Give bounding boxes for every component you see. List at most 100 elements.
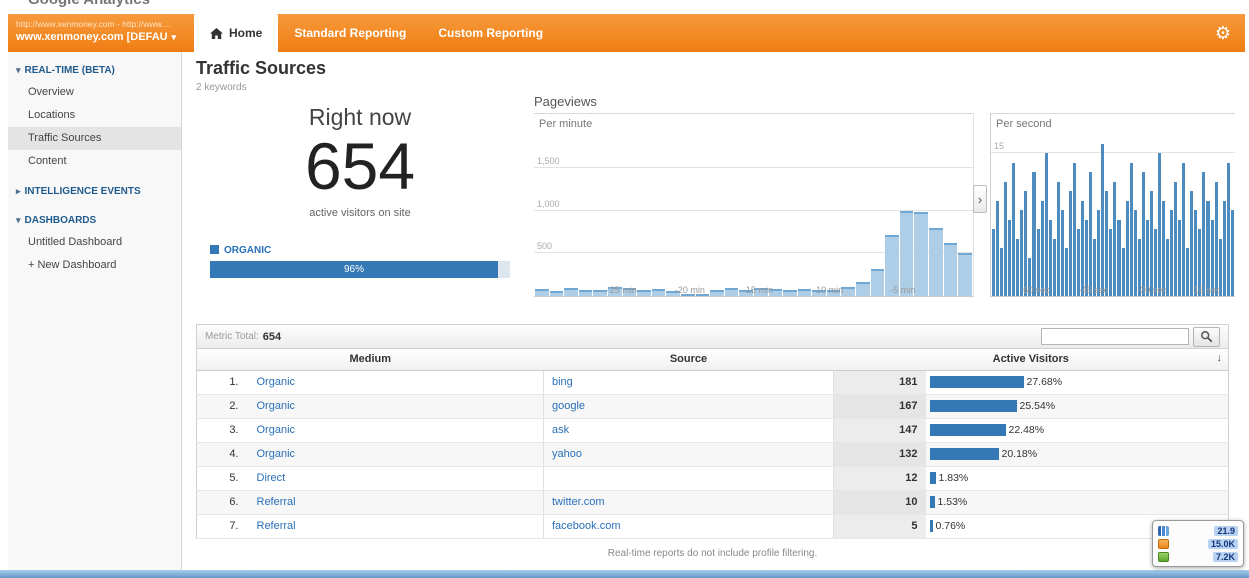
medium-link[interactable]: Organic bbox=[256, 448, 296, 460]
medium-link[interactable]: Referral bbox=[256, 496, 296, 508]
metric-total-label: Metric Total: bbox=[205, 331, 259, 342]
chart-bar bbox=[1166, 238, 1170, 296]
section-label: DASHBOARDS bbox=[24, 215, 97, 226]
metric-total-bar: Metric Total: 654 bbox=[196, 324, 1229, 349]
traffic-table: Metric Total: 654 Medium Source Active V… bbox=[196, 324, 1229, 563]
organic-bar-fill: 96% bbox=[210, 261, 498, 279]
magnifier-icon bbox=[1201, 331, 1213, 343]
chart-bar bbox=[1125, 200, 1129, 296]
row-rank: 5. bbox=[196, 466, 249, 491]
sort-descending-icon[interactable]: ↓ bbox=[1216, 352, 1223, 364]
chart-bar bbox=[1170, 210, 1174, 296]
chart-bar bbox=[996, 200, 1000, 296]
chart-bar bbox=[783, 290, 797, 296]
sidebar-section-intelligence-events[interactable]: ▸ INTELLIGENCE EVENTS bbox=[8, 173, 181, 202]
visitors-cell: 10 bbox=[833, 490, 926, 515]
organic-percent: 96% bbox=[343, 264, 364, 276]
search-button[interactable] bbox=[1193, 326, 1220, 347]
column-header-medium[interactable]: Medium bbox=[196, 349, 544, 371]
column-header-active-visitors[interactable]: Active Visitors ↓ bbox=[833, 349, 1229, 371]
visitors-cell: 132 bbox=[833, 442, 926, 467]
tab-custom-reporting[interactable]: Custom Reporting bbox=[422, 14, 559, 52]
table-row: 5. Direct 12 1.83% bbox=[196, 466, 1229, 491]
chart-bar bbox=[1081, 200, 1085, 296]
overlay-row: 15.0K bbox=[1158, 537, 1238, 550]
percent-label: 1.83% bbox=[938, 472, 969, 485]
x-axis-tick-label: -60 sec bbox=[1020, 285, 1050, 295]
sidebar-item-traffic-sources[interactable]: Traffic Sources bbox=[8, 127, 181, 150]
source-link[interactable]: facebook.com bbox=[552, 520, 621, 532]
sidebar-item-new-dashboard[interactable]: + New Dashboard bbox=[28, 259, 117, 271]
source-link[interactable]: bing bbox=[552, 376, 573, 388]
sidebar-section-dashboards[interactable]: ▾ DASHBOARDS bbox=[8, 202, 181, 231]
chart-bar bbox=[1153, 229, 1157, 296]
chart-bar bbox=[1145, 219, 1149, 296]
medium-link[interactable]: Direct bbox=[256, 472, 286, 484]
account-selector[interactable]: http://www.xenmoney.com - http://www....… bbox=[8, 14, 184, 52]
medium-link[interactable]: Organic bbox=[256, 424, 296, 436]
row-rank: 3. bbox=[196, 418, 249, 443]
triangle-down-icon: ▾ bbox=[16, 215, 21, 225]
percent-label: 25.54% bbox=[1019, 400, 1056, 413]
chart-bar bbox=[1190, 191, 1194, 296]
chart-bar bbox=[943, 243, 958, 296]
table-search-input[interactable] bbox=[1041, 328, 1189, 345]
source-link[interactable]: twitter.com bbox=[552, 496, 605, 508]
chart-bar bbox=[1000, 248, 1004, 296]
chart-bar bbox=[914, 212, 929, 296]
settings-gear-icon[interactable]: ⚙ bbox=[1214, 23, 1231, 43]
partial-logo: Google Analytics bbox=[28, 0, 150, 8]
chart-bar bbox=[1202, 172, 1206, 296]
sidebar-item-locations[interactable]: Locations bbox=[28, 109, 76, 121]
visitors-cell: 5 bbox=[833, 514, 926, 539]
organic-legend: ORGANIC bbox=[210, 245, 526, 256]
chart-bar bbox=[1178, 219, 1182, 296]
source-link[interactable]: yahoo bbox=[552, 448, 582, 460]
column-header-source[interactable]: Source bbox=[543, 349, 834, 371]
metric-total-value: 654 bbox=[262, 330, 282, 343]
taskbar-strip bbox=[0, 570, 1249, 578]
tab-home[interactable]: Home bbox=[194, 14, 279, 52]
x-axis-tick-label: -10 min bbox=[813, 285, 844, 295]
y-axis-tick-label: 1,000 bbox=[537, 198, 560, 209]
source-link[interactable]: ask bbox=[552, 424, 570, 436]
chart-bar bbox=[885, 234, 899, 296]
chart-bar bbox=[812, 289, 826, 296]
extension-overlay[interactable]: 21.9 15.0K 7.2K bbox=[1152, 520, 1244, 567]
triangle-right-icon: ▸ bbox=[16, 186, 21, 196]
source-cell bbox=[543, 466, 834, 491]
sidebar-item-untitled-dashboard[interactable]: Untitled Dashboard bbox=[28, 236, 123, 248]
pageviews-section: Pageviews Per minute 1,500 1,000 500 -25 mi… bbox=[534, 94, 1235, 297]
chart-bar bbox=[1085, 219, 1089, 296]
chevron-down-icon: ▾ bbox=[171, 31, 176, 42]
percent-label: 22.48% bbox=[1008, 424, 1045, 437]
medium-link[interactable]: Organic bbox=[256, 376, 296, 388]
y-axis-tick-label: 500 bbox=[537, 241, 553, 252]
row-rank: 6. bbox=[196, 490, 249, 515]
table-row: 3. Organic ask 147 22.48% bbox=[196, 418, 1229, 443]
chart-scroll-arrow[interactable]: › bbox=[973, 185, 987, 213]
chart-bar bbox=[637, 290, 651, 296]
medium-link[interactable]: Organic bbox=[256, 400, 296, 412]
chart-plot: 1,500 1,000 500 -25 min -20 min -15 min -10 mi… bbox=[534, 134, 973, 296]
chart-bar bbox=[1060, 210, 1064, 296]
sidebar-item-overview[interactable]: Overview bbox=[28, 86, 74, 98]
chart-bar bbox=[710, 289, 724, 296]
medium-link[interactable]: Referral bbox=[256, 520, 296, 532]
source-link[interactable]: google bbox=[552, 400, 586, 412]
chart-bar bbox=[1072, 162, 1076, 296]
medium-cell: Organic bbox=[248, 394, 544, 419]
percent-cell: 1.53% bbox=[925, 490, 1229, 515]
sidebar-section-real-time-beta[interactable]: ▾ REAL-TIME (BETA) bbox=[8, 52, 181, 81]
tab-standard-reporting[interactable]: Standard Reporting bbox=[278, 14, 422, 52]
extension-overlay-rows: 21.9 15.0K 7.2K bbox=[1158, 524, 1238, 563]
chart-bar bbox=[1016, 238, 1020, 296]
browser-top-strip: Google Analytics bbox=[0, 0, 1249, 14]
percent-cell: 25.54% bbox=[925, 394, 1229, 419]
chart-bar bbox=[1101, 143, 1105, 296]
chart-bar bbox=[1012, 162, 1016, 296]
table-body: 1. Organic bing 181 27.68% 2. Organic google 167… bbox=[196, 370, 1229, 539]
percent-bar bbox=[929, 472, 936, 485]
sidebar-item-content[interactable]: Content bbox=[28, 155, 67, 167]
chart-bar bbox=[1036, 229, 1040, 296]
